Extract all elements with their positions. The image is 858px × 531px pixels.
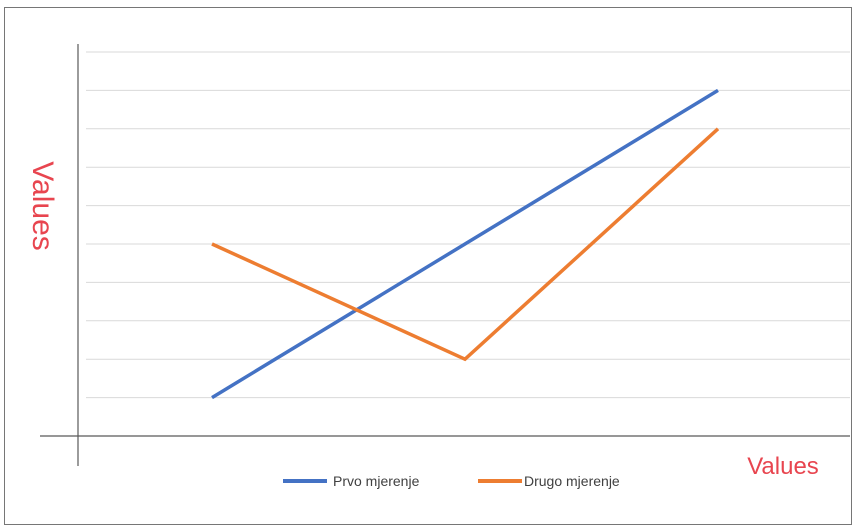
series-line-prvo-mjerenje [211,88,719,400]
x-axis-label: Values [747,453,819,480]
legend-label-prvo-mjerenje: Prvo mjerenje [333,473,420,489]
y-axis-label: Values [26,161,59,251]
series-line-drugo-mjerenje [211,127,720,362]
axes [40,44,850,466]
legend: Prvo mjerenje Drugo mjerenje [283,473,620,489]
legend-label-drugo-mjerenje: Drugo mjerenje [524,473,620,489]
series-lines [211,88,720,400]
gridlines [86,51,850,399]
